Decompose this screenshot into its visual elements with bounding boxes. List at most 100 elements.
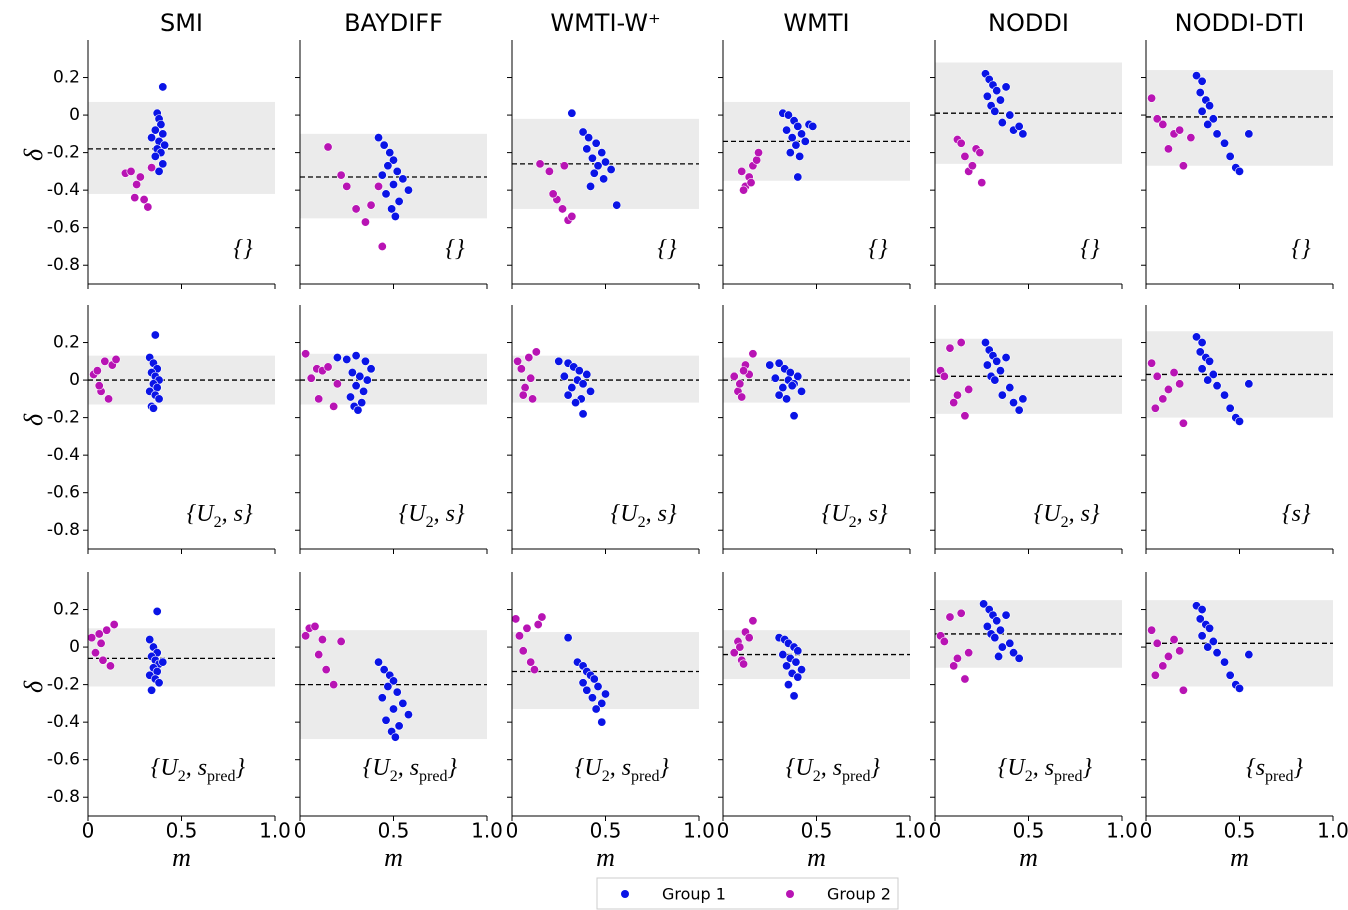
- point: [1220, 138, 1230, 148]
- annotation-part: 2: [602, 768, 610, 785]
- point: [752, 155, 762, 165]
- point: [748, 349, 758, 359]
- point: [739, 185, 749, 195]
- point: [1235, 166, 1245, 176]
- panel-title: WMTI: [783, 9, 849, 37]
- point: [388, 704, 398, 714]
- point: [1152, 638, 1162, 648]
- point: [1220, 657, 1230, 667]
- annotation-part: 2: [1025, 768, 1033, 785]
- y-tick-label: -0.8: [47, 520, 80, 540]
- point: [528, 394, 538, 404]
- point: [1147, 625, 1157, 635]
- point: [362, 375, 372, 385]
- legend-label: Group 2: [827, 885, 891, 904]
- point: [1244, 650, 1254, 660]
- point: [785, 368, 795, 378]
- point: [783, 680, 793, 690]
- point: [789, 691, 799, 701]
- point: [789, 411, 799, 421]
- point: [160, 140, 170, 150]
- point: [1203, 119, 1213, 129]
- y-tick-label: 0.2: [53, 68, 80, 88]
- point: [952, 653, 962, 663]
- annotation-part: {U: [998, 755, 1027, 781]
- panel: 0 0.5 1.0 m {U2, spred}: [929, 572, 1138, 872]
- x-tick-label: 1.0: [259, 819, 291, 843]
- point: [1225, 670, 1235, 680]
- legend-marker: [786, 890, 794, 898]
- agreement-band: [1146, 70, 1333, 166]
- annotation: {s}: [1282, 501, 1311, 527]
- point: [374, 133, 384, 143]
- annotation-part: }: [870, 755, 880, 781]
- point: [158, 82, 168, 92]
- point: [1197, 338, 1207, 348]
- annotation: {U2, spred}: [575, 755, 670, 786]
- point: [139, 195, 149, 205]
- point: [1197, 364, 1207, 374]
- point: [1244, 129, 1254, 139]
- point: [582, 144, 592, 154]
- x-tick-label: 0: [294, 819, 307, 843]
- point: [1191, 71, 1201, 81]
- point: [387, 204, 397, 214]
- point: [158, 159, 168, 169]
- x-tick-label: 0: [82, 819, 95, 843]
- point: [990, 106, 1000, 116]
- point: [997, 390, 1007, 400]
- point: [746, 178, 756, 188]
- agreement-band: [88, 101, 275, 194]
- point: [390, 732, 400, 742]
- point: [589, 168, 599, 178]
- point: [383, 681, 393, 691]
- point: [1197, 605, 1207, 615]
- point: [793, 371, 803, 381]
- annotation-part: }: [659, 755, 669, 781]
- annotation-part: {U: [151, 755, 180, 781]
- point: [1212, 648, 1222, 658]
- point: [388, 676, 398, 686]
- y-tick-label: 0.2: [53, 333, 80, 353]
- point: [945, 612, 955, 622]
- x-axis-label: m: [1230, 843, 1249, 872]
- point: [774, 390, 784, 400]
- point: [351, 204, 361, 214]
- point: [301, 349, 311, 359]
- point: [1014, 121, 1024, 131]
- point: [398, 698, 408, 708]
- panel: 0 0.5 1.0 m {U2, spred}: [717, 572, 926, 872]
- point: [1158, 661, 1168, 671]
- annotation-part: pred: [1265, 768, 1293, 785]
- legend-box: [596, 877, 899, 910]
- point: [990, 375, 1000, 385]
- point: [975, 148, 985, 158]
- point: [306, 373, 316, 383]
- point: [600, 689, 610, 699]
- point: [589, 674, 599, 684]
- y-tick-label: 0: [69, 370, 80, 390]
- point: [1208, 636, 1218, 646]
- point: [729, 648, 739, 658]
- x-tick-label: 0: [1140, 819, 1153, 843]
- point: [949, 661, 959, 671]
- x-tick-label: 1.0: [894, 819, 926, 843]
- x-axis-label: m: [172, 843, 191, 872]
- annotation-part: {U: [1034, 501, 1063, 527]
- point: [990, 633, 1000, 643]
- panel: 0.2 0 -0.2 -0.4 -0.6 -0.8 SMI δ {}: [19, 9, 276, 289]
- y-tick-label: 0.2: [53, 600, 80, 620]
- point: [945, 343, 955, 353]
- point: [1175, 379, 1185, 389]
- panel-title: SMI: [160, 9, 203, 37]
- annotation-part: }: [1293, 755, 1303, 781]
- panel: NODDI-DTI {}: [1141, 9, 1334, 289]
- point: [1203, 642, 1213, 652]
- point: [992, 356, 1002, 366]
- point: [1005, 638, 1015, 648]
- point: [797, 386, 807, 396]
- point: [612, 200, 622, 210]
- y-tick-label: -0.2: [47, 143, 80, 163]
- point: [150, 330, 160, 340]
- annotation: {U2, spred}: [363, 755, 458, 786]
